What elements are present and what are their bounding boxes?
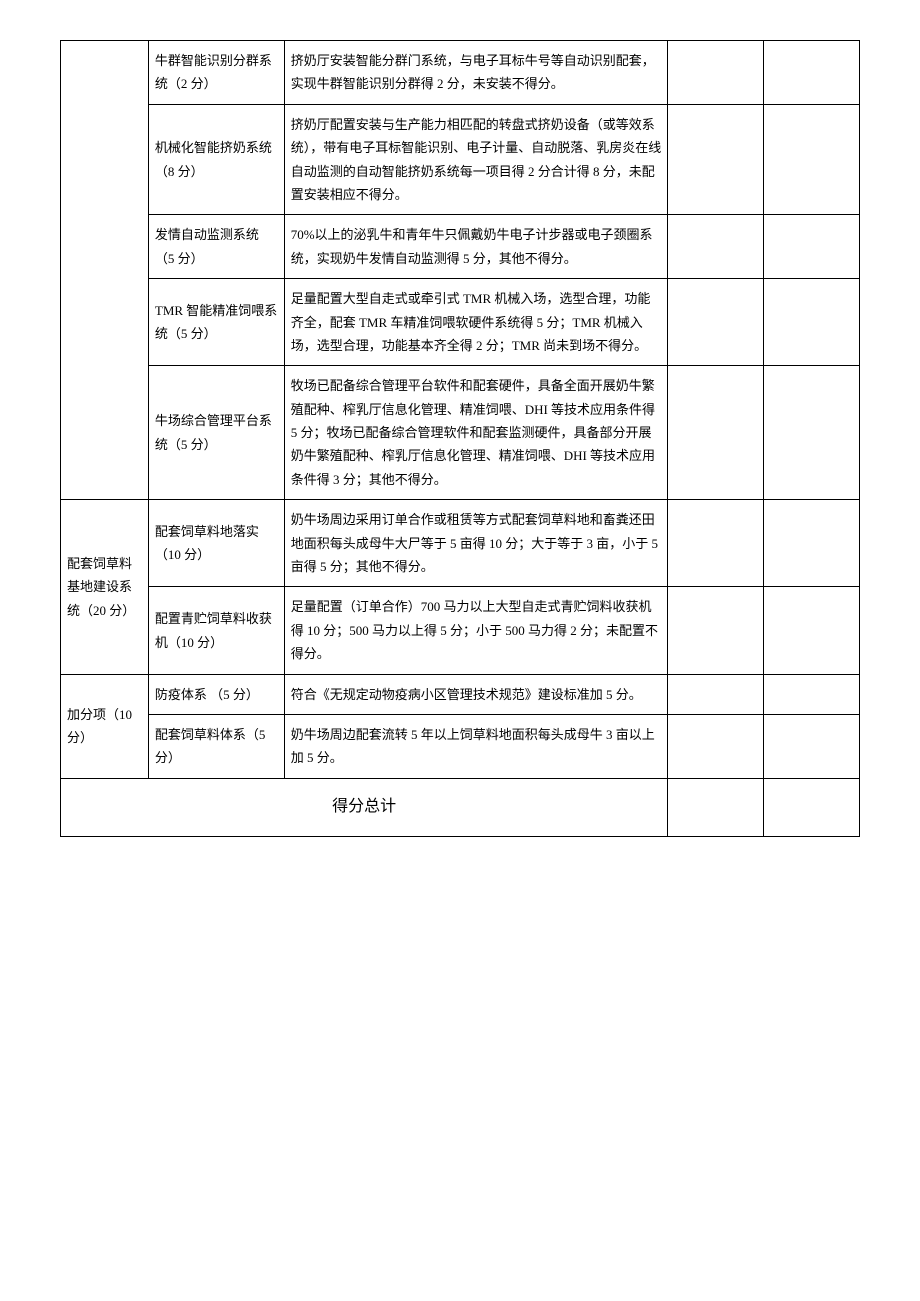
total-label: 得分总计: [61, 778, 668, 836]
total-remark-cell: [764, 778, 860, 836]
total-row: 得分总计: [61, 778, 860, 836]
score-cell: [668, 674, 764, 714]
score-cell: [668, 500, 764, 587]
table-row: 机械化智能挤奶系统（8 分） 挤奶厅配置安装与生产能力相匹配的转盘式挤奶设备（或…: [61, 104, 860, 215]
total-score-cell: [668, 778, 764, 836]
desc-cell: 牧场已配备综合管理平台软件和配套硬件，具备全面开展奶牛繁殖配种、榨乳厅信息化管理…: [284, 366, 668, 500]
score-cell: [668, 279, 764, 366]
table-row: 牛群智能识别分群系统（2 分） 挤奶厅安装智能分群门系统，与电子耳标牛号等自动识…: [61, 41, 860, 105]
table-row: 加分项（10 分） 防疫体系 （5 分） 符合《无规定动物疫病小区管理技术规范》…: [61, 674, 860, 714]
subitem-cell: 防疫体系 （5 分）: [148, 674, 284, 714]
score-cell: [668, 215, 764, 279]
table-row: TMR 智能精准饲喂系统（5 分） 足量配置大型自走式或牵引式 TMR 机械入场…: [61, 279, 860, 366]
remark-cell: [764, 279, 860, 366]
desc-cell: 符合《无规定动物疫病小区管理技术规范》建设标准加 5 分。: [284, 674, 668, 714]
score-cell: [668, 366, 764, 500]
subitem-cell: 牛场综合管理平台系统（5 分）: [148, 366, 284, 500]
table-row: 发情自动监测系统（5 分） 70%以上的泌乳牛和青年牛只佩戴奶牛电子计步器或电子…: [61, 215, 860, 279]
category-cell: [61, 41, 149, 500]
subitem-cell: 配套饲草料体系（5 分）: [148, 714, 284, 778]
desc-cell: 挤奶厅安装智能分群门系统，与电子耳标牛号等自动识别配套，实现牛群智能识别分群得 …: [284, 41, 668, 105]
subitem-cell: 配套饲草料地落实（10 分）: [148, 500, 284, 587]
subitem-cell: TMR 智能精准饲喂系统（5 分）: [148, 279, 284, 366]
desc-cell: 奶牛场周边配套流转 5 年以上饲草料地面积每头成母牛 3 亩以上加 5 分。: [284, 714, 668, 778]
subitem-cell: 机械化智能挤奶系统（8 分）: [148, 104, 284, 215]
desc-cell: 挤奶厅配置安装与生产能力相匹配的转盘式挤奶设备（或等效系统），带有电子耳标智能识…: [284, 104, 668, 215]
remark-cell: [764, 104, 860, 215]
subitem-cell: 牛群智能识别分群系统（2 分）: [148, 41, 284, 105]
score-cell: [668, 104, 764, 215]
remark-cell: [764, 500, 860, 587]
remark-cell: [764, 714, 860, 778]
remark-cell: [764, 215, 860, 279]
score-cell: [668, 587, 764, 674]
desc-cell: 70%以上的泌乳牛和青年牛只佩戴奶牛电子计步器或电子颈圈系统，实现奶牛发情自动监…: [284, 215, 668, 279]
score-cell: [668, 41, 764, 105]
remark-cell: [764, 587, 860, 674]
table-row: 配置青贮饲草料收获机（10 分） 足量配置（订单合作）700 马力以上大型自走式…: [61, 587, 860, 674]
table-row: 配套饲草料基地建设系统（20 分） 配套饲草料地落实（10 分） 奶牛场周边采用…: [61, 500, 860, 587]
desc-cell: 奶牛场周边采用订单合作或租赁等方式配套饲草料地和畜粪还田地面积每头成母牛大尸等于…: [284, 500, 668, 587]
table-row: 牛场综合管理平台系统（5 分） 牧场已配备综合管理平台软件和配套硬件，具备全面开…: [61, 366, 860, 500]
score-cell: [668, 714, 764, 778]
category-cell: 配套饲草料基地建设系统（20 分）: [61, 500, 149, 674]
desc-cell: 足量配置大型自走式或牵引式 TMR 机械入场，选型合理，功能齐全，配套 TMR …: [284, 279, 668, 366]
subitem-cell: 配置青贮饲草料收获机（10 分）: [148, 587, 284, 674]
subitem-cell: 发情自动监测系统（5 分）: [148, 215, 284, 279]
table-row: 配套饲草料体系（5 分） 奶牛场周边配套流转 5 年以上饲草料地面积每头成母牛 …: [61, 714, 860, 778]
remark-cell: [764, 41, 860, 105]
category-cell: 加分项（10 分）: [61, 674, 149, 778]
desc-cell: 足量配置（订单合作）700 马力以上大型自走式青贮饲料收获机得 10 分；500…: [284, 587, 668, 674]
remark-cell: [764, 674, 860, 714]
scoring-table: 牛群智能识别分群系统（2 分） 挤奶厅安装智能分群门系统，与电子耳标牛号等自动识…: [60, 40, 860, 837]
remark-cell: [764, 366, 860, 500]
